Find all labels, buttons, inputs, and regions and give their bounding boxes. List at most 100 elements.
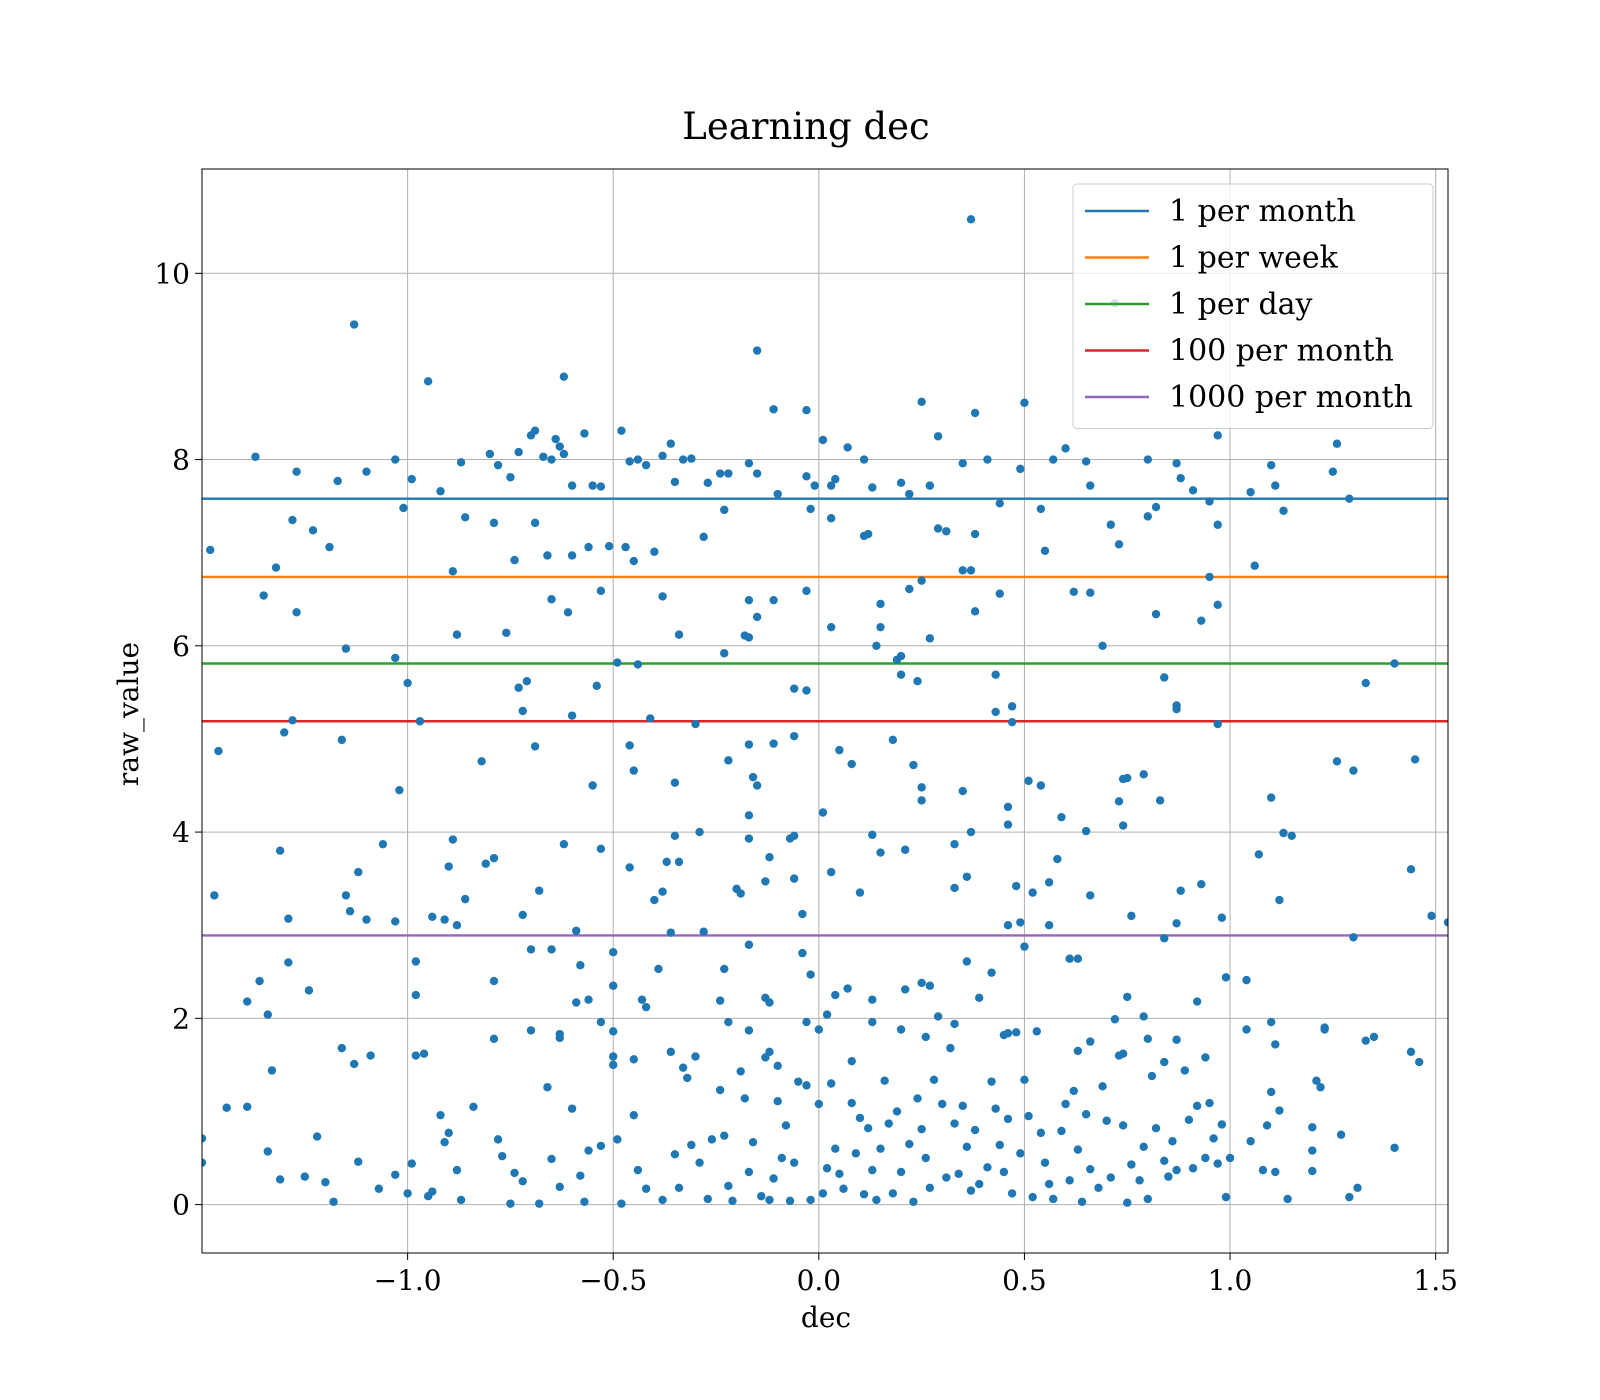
data-point <box>736 889 745 898</box>
data-point <box>1172 919 1181 928</box>
data-point <box>707 1135 717 1144</box>
data-point <box>958 786 967 796</box>
data-point <box>452 920 462 930</box>
data-point <box>1044 878 1054 887</box>
data-point <box>510 555 519 565</box>
data-point <box>876 599 885 609</box>
data-point <box>789 684 799 693</box>
data-point <box>822 1010 832 1019</box>
data-point <box>559 372 569 381</box>
data-point <box>489 976 499 986</box>
data-point <box>876 1144 885 1153</box>
legend-label: 100 per month <box>1169 334 1394 369</box>
data-point <box>526 945 536 954</box>
data-point <box>1024 1111 1033 1121</box>
data-point <box>1151 502 1161 512</box>
data-point <box>460 894 470 904</box>
data-point <box>1098 1082 1107 1091</box>
data-point <box>1328 467 1338 476</box>
data-point <box>1044 920 1054 930</box>
data-point <box>530 518 540 528</box>
data-point <box>1143 1194 1153 1204</box>
data-point <box>391 1170 400 1179</box>
data-point <box>1308 1146 1317 1155</box>
data-point <box>1081 1110 1091 1119</box>
data-point <box>925 634 935 643</box>
x-axis-label: dec <box>801 1301 851 1334</box>
data-point <box>419 1049 429 1058</box>
data-point <box>699 927 708 936</box>
data-point <box>777 1153 787 1163</box>
data-point <box>415 717 425 726</box>
data-point <box>222 1103 231 1112</box>
data-point <box>769 1174 778 1183</box>
data-point <box>1279 506 1288 515</box>
data-point <box>876 848 885 857</box>
data-point <box>695 1158 704 1167</box>
data-point <box>321 1178 330 1187</box>
data-point <box>1320 1025 1329 1034</box>
data-point <box>202 1158 207 1167</box>
data-point <box>868 483 877 492</box>
data-point <box>1028 1192 1037 1202</box>
data-point <box>769 405 778 414</box>
data-point <box>469 1102 478 1111</box>
data-point <box>440 1137 449 1147</box>
data-point <box>609 1027 618 1036</box>
data-point <box>670 778 680 787</box>
data-point <box>843 443 852 452</box>
data-point <box>436 487 445 496</box>
data-point <box>555 1029 564 1039</box>
data-point <box>658 1195 667 1205</box>
data-point <box>831 474 840 484</box>
data-point <box>1279 828 1288 838</box>
data-point <box>1205 497 1214 506</box>
data-point <box>991 707 1000 717</box>
data-point <box>744 633 754 642</box>
data-point <box>567 481 577 490</box>
data-point <box>761 1053 770 1062</box>
data-point <box>280 728 289 737</box>
data-point <box>1213 600 1222 610</box>
data-point <box>1020 398 1029 407</box>
data-point <box>1044 1179 1054 1189</box>
data-point <box>1176 473 1185 483</box>
data-point <box>1102 1116 1111 1125</box>
data-point <box>715 469 725 478</box>
data-point <box>1410 755 1420 764</box>
data-point <box>629 1110 638 1120</box>
data-point <box>715 996 725 1005</box>
data-point <box>826 1079 836 1088</box>
data-point <box>1118 821 1128 830</box>
data-point <box>580 1197 589 1206</box>
data-point <box>325 542 334 552</box>
data-point <box>1123 992 1132 1002</box>
data-point <box>300 1172 310 1181</box>
data-point <box>1197 880 1206 889</box>
data-point <box>937 1099 947 1109</box>
data-point <box>633 1165 643 1175</box>
legend-label: 1 per day <box>1169 287 1313 322</box>
data-point <box>1160 673 1169 682</box>
data-point <box>428 912 437 922</box>
data-point <box>312 1132 322 1141</box>
data-point <box>572 926 581 935</box>
data-point <box>970 1125 980 1135</box>
data-point <box>1266 1087 1276 1097</box>
data-point <box>983 1163 992 1172</box>
data-point <box>909 760 918 770</box>
data-point <box>440 915 449 924</box>
data-point <box>966 215 976 224</box>
data-point <box>1007 702 1017 711</box>
data-point <box>798 909 807 919</box>
data-point <box>757 1191 766 1201</box>
data-point <box>1143 455 1153 464</box>
data-point <box>506 1199 515 1208</box>
data-point <box>789 831 799 840</box>
y-tick-label: 0 <box>172 1189 190 1222</box>
data-point <box>900 845 910 854</box>
data-point <box>399 503 408 513</box>
data-point <box>1114 540 1124 549</box>
data-point <box>1168 1137 1177 1146</box>
data-point <box>308 526 318 535</box>
